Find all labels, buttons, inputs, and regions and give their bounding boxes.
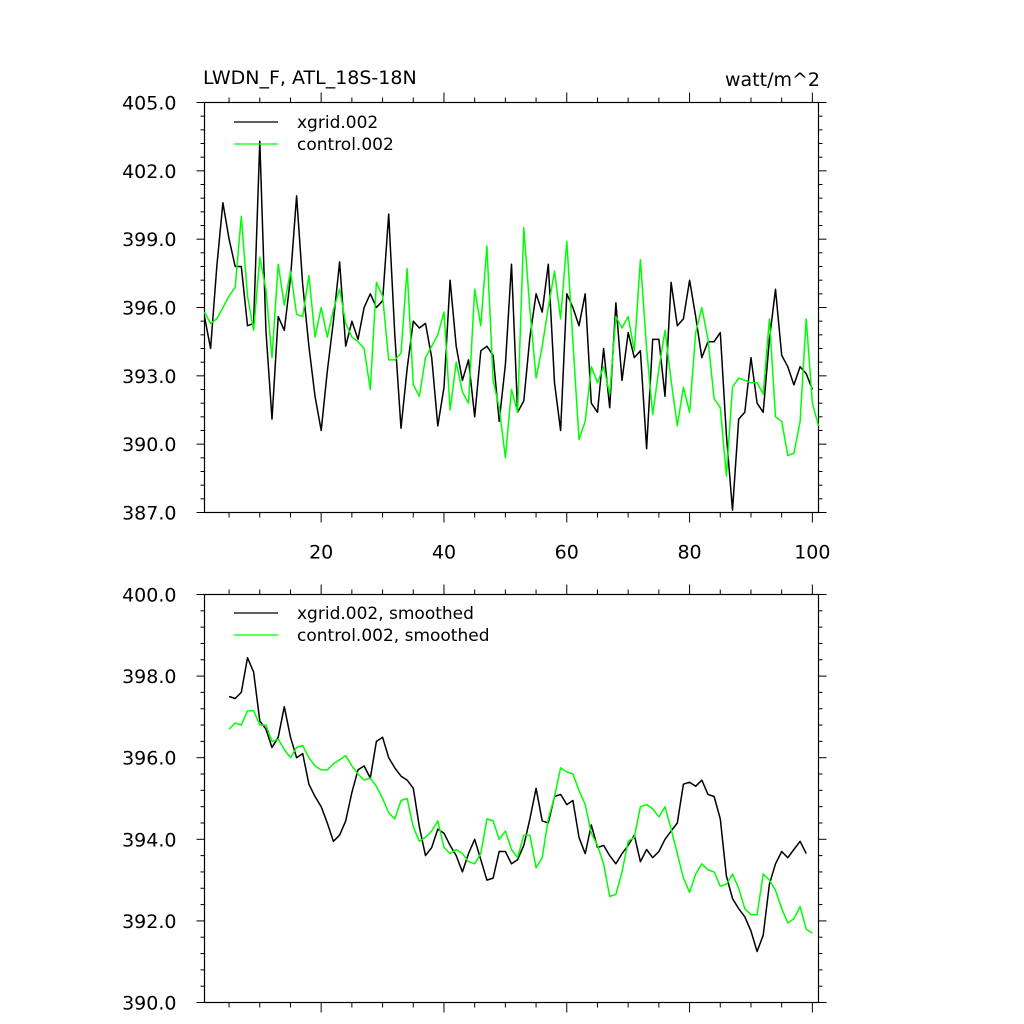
- bottom-y-tick-label: 392.0: [122, 911, 176, 933]
- top-x-tick-label: 100: [794, 542, 830, 564]
- top-chart-title: LWDN_F, ATL_18S-18N: [203, 67, 417, 89]
- top-x-tick-label: 20: [309, 542, 333, 564]
- bottom-y-tick-label: 390.0: [122, 993, 176, 1015]
- top-legend: xgrid.002 control.002: [234, 113, 394, 155]
- bottom-series-line-control: [228, 710, 813, 934]
- top-legend-label-control: control.002: [297, 135, 394, 155]
- bottom-legend-label-xgrid: xgrid.002, smoothed: [297, 604, 474, 624]
- top-y-tick-label: 399.0: [122, 229, 176, 251]
- top-y-tick-label: 390.0: [122, 434, 176, 456]
- top-series-lines: [203, 140, 820, 511]
- bottom-series-lines: [228, 656, 813, 953]
- top-y-tick-label: 393.0: [122, 366, 176, 388]
- top-series-line-xgrid: [203, 140, 814, 511]
- bottom-legend: xgrid.002, smoothed control.002, smoothe…: [234, 604, 490, 646]
- bottom-y-tick-label: 394.0: [122, 829, 176, 851]
- bottom-panel: 390.0 392.0 394.0 396.0 398.0 400.0 xgrid.002…: [122, 584, 827, 1015]
- top-x-tick-label: 60: [555, 542, 579, 564]
- top-x-tick-label: 80: [677, 542, 701, 564]
- top-x-tick-label: 40: [432, 542, 456, 564]
- top-plot-frame: [203, 101, 820, 514]
- top-y-tick-label: 402.0: [122, 161, 176, 183]
- top-chart-units: watt/m^2: [725, 69, 820, 91]
- bottom-y-tick-label: 398.0: [122, 666, 176, 688]
- top-ticks: 387.0 390.0 393.0 396.0 399.0 402.0 405.0 20 40 6…: [122, 92, 830, 564]
- top-panel: LWDN_F, ATL_18S-18N watt/m^2 387.0390.03…: [122, 67, 830, 564]
- bottom-y-tick-label: 400.0: [122, 585, 176, 607]
- top-legend-label-xgrid: xgrid.002: [297, 113, 378, 133]
- top-series-line-control: [203, 215, 820, 477]
- bottom-y-tick-label: 396.0: [122, 748, 176, 770]
- bottom-legend-label-control: control.002, smoothed: [297, 626, 490, 646]
- top-y-tick-label: 396.0: [122, 298, 176, 320]
- top-y-tick-label: 387.0: [122, 503, 176, 525]
- top-y-tick-label: 405.0: [122, 93, 176, 115]
- bottom-series-line-xgrid: [228, 656, 807, 953]
- bottom-ticks: 390.0 392.0 394.0 396.0 398.0 400.0: [122, 584, 827, 1015]
- bottom-plot-frame: [203, 593, 820, 1004]
